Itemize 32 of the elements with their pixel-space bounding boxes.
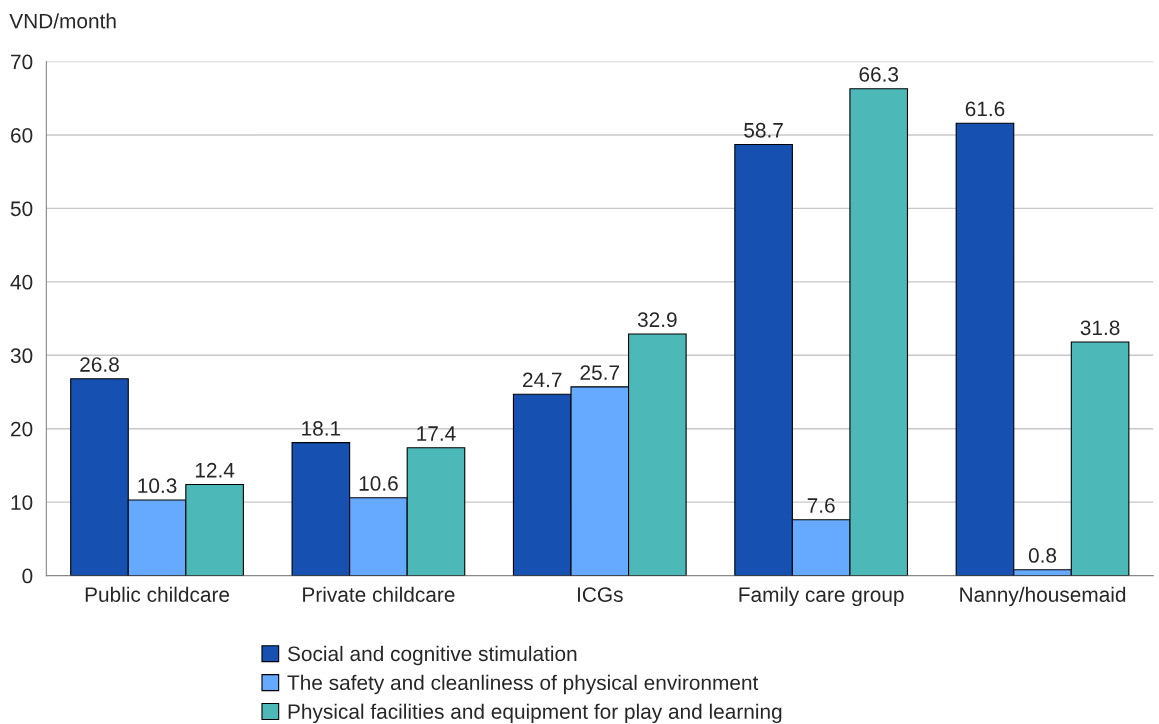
x-tick-label: Family care group xyxy=(739,586,904,607)
data-label: 58.7 xyxy=(744,122,783,138)
legend-label: The safety and cleanliness of physical environment xyxy=(287,674,759,695)
x-tick-label: Private childcare xyxy=(303,586,455,602)
y-tick-label: 10 xyxy=(11,495,33,510)
data-label: 31.8 xyxy=(1080,320,1120,336)
x-tick-label: Public childcare xyxy=(85,586,230,602)
legend-label: Physical facilities and equipment for play and learning xyxy=(288,703,782,724)
legend-label: Social and cognitive stimulation xyxy=(287,645,577,666)
y-tick-label: 50 xyxy=(10,201,33,217)
y-tick-label: 30 xyxy=(10,348,33,364)
x-tick-label: ICGs xyxy=(577,587,623,602)
data-label: 66.3 xyxy=(859,67,899,82)
data-label: 61.6 xyxy=(965,101,1005,117)
y-axis-title: VND/month xyxy=(9,13,116,29)
x-tick-label: Nanny/housemaid xyxy=(960,586,1126,607)
data-label: 0.8 xyxy=(1028,548,1057,563)
data-label: 17.4 xyxy=(417,426,456,441)
data-label: 18.1 xyxy=(302,421,341,436)
y-tick-label: 70 xyxy=(11,54,33,70)
y-tick-label: 20 xyxy=(11,421,33,437)
data-label: 24.7 xyxy=(523,372,562,388)
data-label: 25.7 xyxy=(580,365,620,380)
y-tick-label: 60 xyxy=(11,127,33,143)
data-label: 26.8 xyxy=(80,357,119,372)
data-label: 32.9 xyxy=(637,312,677,328)
data-label: 7.6 xyxy=(807,498,835,513)
data-label: 12.4 xyxy=(195,462,235,478)
data-label: 10.3 xyxy=(138,478,177,494)
y-tick-label: 0 xyxy=(22,568,33,584)
y-tick-label: 40 xyxy=(10,274,33,290)
data-label: 10.6 xyxy=(359,476,398,491)
